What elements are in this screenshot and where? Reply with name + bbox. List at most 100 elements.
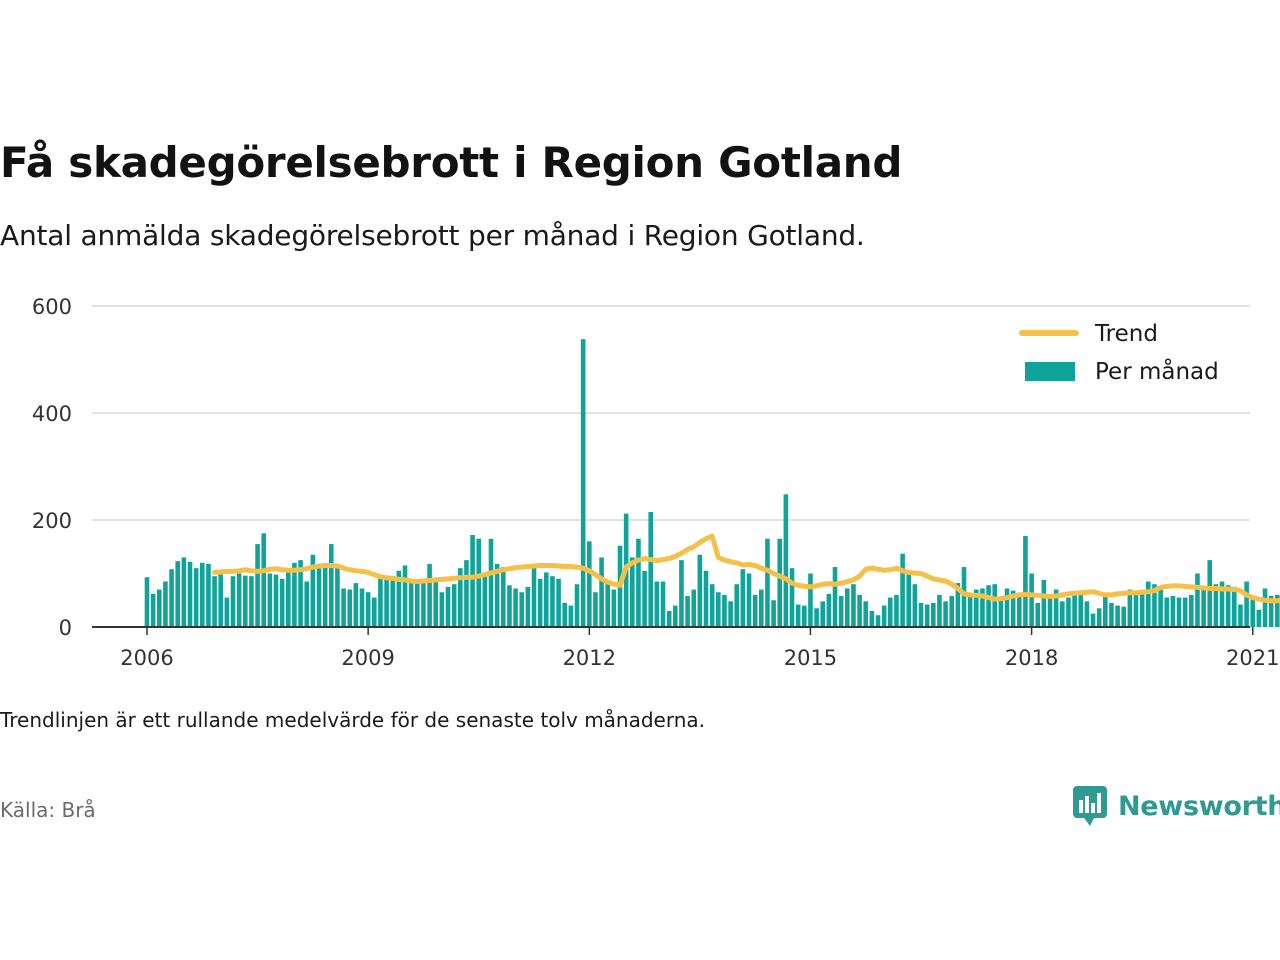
y-tick-label: 200 [32, 509, 72, 533]
bar [494, 563, 500, 627]
bar [709, 584, 715, 627]
bar [310, 554, 316, 627]
bar [1017, 593, 1022, 627]
chart-title: Få skadegörelsebrott i Region Gotland [0, 138, 903, 187]
bar [765, 538, 770, 627]
bar [1170, 595, 1176, 627]
bar [1158, 589, 1163, 627]
bar [482, 573, 488, 627]
bar [537, 578, 543, 627]
bar [832, 567, 838, 627]
bar [1244, 581, 1249, 627]
bar [845, 588, 850, 627]
bar [169, 569, 174, 627]
bar [1066, 597, 1071, 627]
bar [451, 584, 457, 627]
bar [777, 538, 783, 627]
bar [943, 601, 948, 627]
bar [894, 594, 899, 627]
bar [875, 615, 881, 627]
bar [1060, 601, 1065, 627]
bar [697, 554, 703, 627]
bar [384, 578, 389, 627]
bar [728, 601, 733, 627]
bar [924, 604, 930, 627]
bar [587, 541, 592, 627]
bar [175, 561, 181, 627]
bar [1004, 588, 1010, 627]
bar [1010, 590, 1016, 627]
bar [1103, 594, 1108, 627]
bar [826, 593, 832, 627]
bar [359, 588, 365, 627]
bar [648, 511, 654, 627]
bar [1225, 585, 1231, 627]
bar [869, 610, 875, 627]
bar [544, 572, 549, 627]
bar [199, 562, 205, 627]
bar [1078, 592, 1084, 627]
bar [488, 538, 494, 627]
bar [476, 538, 482, 627]
y-tick-label: 400 [32, 402, 72, 426]
bar [298, 560, 303, 628]
bar [734, 584, 740, 627]
bar [605, 583, 611, 627]
trend-note: Trendlinjen är ett rullande medelvärde f… [0, 708, 706, 732]
bar [783, 494, 789, 627]
bar [912, 584, 918, 627]
bars [144, 339, 1280, 628]
bar [937, 594, 942, 627]
bar [316, 568, 322, 627]
bar [470, 534, 475, 627]
bar [795, 604, 801, 627]
legend-bar-label: Per månad [1095, 357, 1219, 385]
bar [457, 568, 463, 627]
bar [371, 597, 377, 627]
bar [335, 567, 340, 627]
bar [593, 592, 598, 627]
bar [1121, 606, 1127, 627]
bar [562, 602, 568, 627]
bar [187, 561, 193, 627]
bar [961, 567, 967, 627]
bar [378, 577, 383, 627]
bar [857, 594, 862, 627]
x-axis-ticks: 2006200920122015201820212023 [120, 627, 1279, 670]
bar [144, 577, 150, 627]
bar [1146, 581, 1151, 627]
bar [660, 581, 666, 627]
bar [285, 568, 291, 627]
bar [1090, 613, 1096, 628]
bar [636, 538, 641, 627]
bar [279, 578, 285, 627]
bar [513, 588, 518, 627]
bar [691, 589, 697, 627]
bar [967, 594, 973, 627]
bar [1219, 581, 1225, 627]
bar [273, 574, 279, 627]
bar [556, 578, 561, 627]
bar [1041, 579, 1047, 627]
bar [218, 574, 224, 627]
bar [1250, 597, 1256, 627]
source-label: Källa: Brå [0, 798, 96, 822]
bar [1139, 593, 1145, 627]
bar [1201, 586, 1206, 628]
bar [445, 586, 451, 628]
bar [1213, 584, 1219, 627]
newsworthy-logo: Newsworthy [1072, 784, 1280, 828]
bar [304, 581, 310, 627]
bar [980, 588, 985, 627]
gridlines [92, 305, 1250, 521]
bar [163, 581, 168, 627]
bar [292, 562, 297, 627]
bar [206, 563, 211, 627]
bar [1096, 608, 1102, 627]
bar [193, 568, 199, 627]
bar [789, 568, 795, 627]
bar [531, 565, 537, 627]
bar [1207, 560, 1213, 628]
bar [611, 589, 617, 627]
bar [992, 584, 998, 627]
